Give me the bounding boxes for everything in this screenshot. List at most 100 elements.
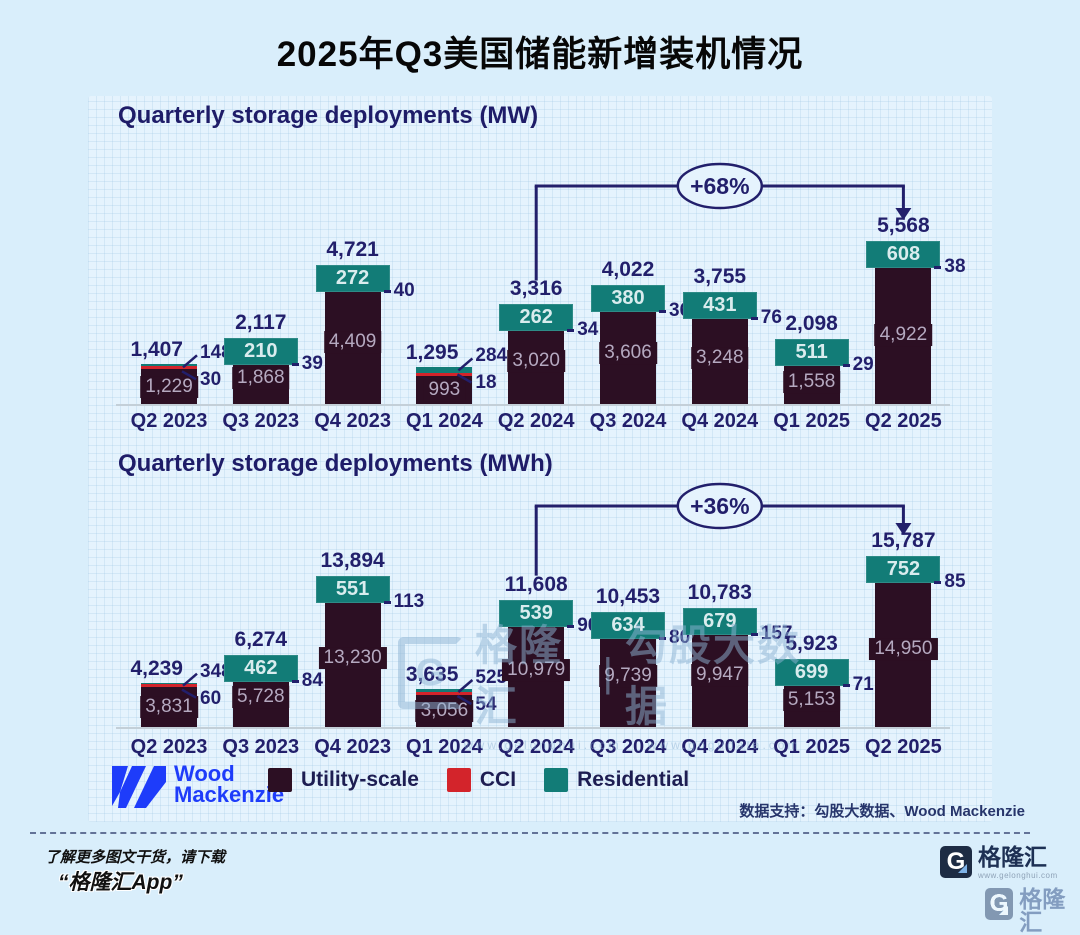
gelonghui-g-icon: G [940, 846, 972, 878]
cci-leader-dash [934, 266, 942, 269]
residential-value-badge: 679 [682, 608, 757, 636]
total-value-label: 4,721 [326, 237, 379, 261]
cci-value-label: 84 [301, 670, 323, 692]
category-label: Q2 2023 [130, 410, 208, 432]
cci-leader-dash [750, 633, 758, 637]
utility-value-label: 1,558 [782, 371, 841, 393]
gelonghui-g-icon-faded: G [985, 888, 1014, 920]
total-value-label: 5,568 [877, 214, 930, 237]
footer-line-2: “格隆汇App” [58, 871, 183, 894]
cci-leader-dash [383, 600, 391, 604]
cci-value-label: 54 [475, 694, 497, 715]
cci-label: CCI [479, 768, 517, 791]
cci-value-label: 38 [944, 256, 966, 277]
total-value-label: 15,787 [871, 529, 936, 552]
residential-swatch [544, 768, 569, 792]
footer-line-1: 了解更多图文干货，请下载 [45, 849, 226, 866]
cci-value-label: 76 [760, 307, 782, 329]
legend-item-utility: Utility-scale [268, 768, 419, 792]
residential-value-badge: 539 [499, 599, 574, 627]
utility-value-label: 4,922 [874, 323, 933, 346]
bar-segment-cci [141, 683, 197, 687]
category-label: Q2 2025 [865, 736, 942, 758]
residential-value-badge: 272 [315, 264, 390, 292]
residential-value-badge: 210 [223, 338, 298, 366]
gelonghui-url: www.gelonghui.com [978, 871, 1058, 880]
bar-segment-residential [416, 367, 473, 374]
cci-leader-dash [750, 317, 758, 321]
residential-value-badge: 634 [591, 611, 665, 639]
utility-value-label: 14,950 [869, 637, 938, 660]
cci-leader-dash [842, 363, 850, 367]
total-value-label: 1,295 [405, 341, 459, 365]
cci-value-label: 85 [944, 571, 966, 592]
utility-value-label: 9,739 [599, 665, 657, 688]
cci-value-label: 60 [200, 687, 222, 709]
legend-items: Utility-scale CCI Residential [268, 768, 689, 792]
total-value-label: 10,453 [595, 584, 661, 608]
residential-value-badge: 511 [774, 338, 849, 366]
residential-value-label: 148 [200, 342, 232, 364]
category-label: Q3 2024 [589, 410, 667, 432]
gelonghui-logo: G 格隆汇 www.gelonghui.com [940, 846, 1058, 880]
utility-value-label: 1,868 [232, 366, 290, 389]
bar-segment-cci [141, 366, 197, 370]
category-label: Q1 2024 [406, 736, 483, 758]
legend-item-cci: CCI [446, 768, 517, 792]
residential-value-label: 348 [200, 660, 232, 682]
x-axis-mwh [116, 727, 950, 729]
utility-value-label: 5,153 [782, 689, 841, 712]
gelonghui-text: 格隆汇 [978, 844, 1047, 870]
total-value-label: 2,117 [235, 311, 287, 335]
residential-value-badge: 380 [591, 284, 665, 312]
residential-value-label: 284 [475, 345, 508, 367]
total-value-label: 2,098 [785, 311, 838, 335]
utility-value-label: 1,229 [140, 375, 198, 398]
utility-value-label: 9,947 [691, 664, 749, 686]
category-label: Q1 2025 [773, 410, 850, 432]
category-label: Q2 2024 [497, 410, 575, 432]
total-value-label: 10,783 [687, 581, 752, 605]
total-value-label: 5,923 [785, 632, 838, 656]
cci-value-label: 18 [475, 372, 497, 394]
utility-value-label: 3,020 [507, 350, 565, 373]
cci-value-label: 71 [852, 674, 874, 696]
category-label: Q2 2023 [130, 736, 208, 758]
cci-leader-dash [291, 680, 299, 684]
residential-value-badge: 462 [223, 655, 298, 683]
cci-leader-dash [383, 289, 391, 293]
cci-value-label: 34 [577, 319, 599, 341]
total-value-label: 4,239 [130, 656, 183, 680]
cci-value-label: 29 [852, 353, 874, 375]
legend-row: Wood Mackenzie Utility-scale CCI Residen… [100, 760, 980, 812]
cci-leader-dash [291, 363, 299, 367]
category-label: Q4 2023 [314, 736, 391, 758]
x-axis-mw [116, 404, 950, 406]
chart-title-mwh: Quarterly storage deployments (MWh) [118, 450, 553, 477]
category-label: Q4 2024 [681, 410, 759, 432]
utility-swatch [268, 768, 292, 792]
cci-leader-dash [659, 309, 666, 313]
utility-value-label: 13,230 [318, 646, 387, 669]
category-label: Q2 2025 [865, 410, 942, 432]
total-value-label: 1,407 [130, 338, 183, 362]
residential-value-label: 525 [475, 667, 508, 688]
total-value-label: 11,608 [504, 572, 568, 596]
residential-value-badge: 608 [866, 241, 941, 268]
gelonghui-arrow-icon [958, 864, 967, 873]
mackenzie-label: Mackenzie [174, 782, 285, 807]
utility-label: Utility-scale [301, 768, 419, 791]
cci-value-label: 157 [760, 623, 793, 645]
page-title: 2025年Q3美国储能新增装机情况 [276, 35, 804, 74]
utility-value-label: 3,248 [691, 347, 749, 370]
chart-title-mw: Quarterly storage deployments (MW) [118, 102, 539, 129]
cci-leader-dash [934, 581, 942, 584]
total-value-label: 6,274 [234, 628, 288, 652]
utility-value-label: 3,056 [415, 700, 474, 722]
utility-value-label: 3,831 [140, 696, 198, 718]
source-note: 数据支持：勾股大数据、Wood Mackenzie [739, 803, 1025, 820]
total-value-label: 13,894 [320, 548, 385, 572]
category-label: Q3 2024 [589, 736, 667, 758]
cci-value-label: 40 [393, 279, 415, 301]
